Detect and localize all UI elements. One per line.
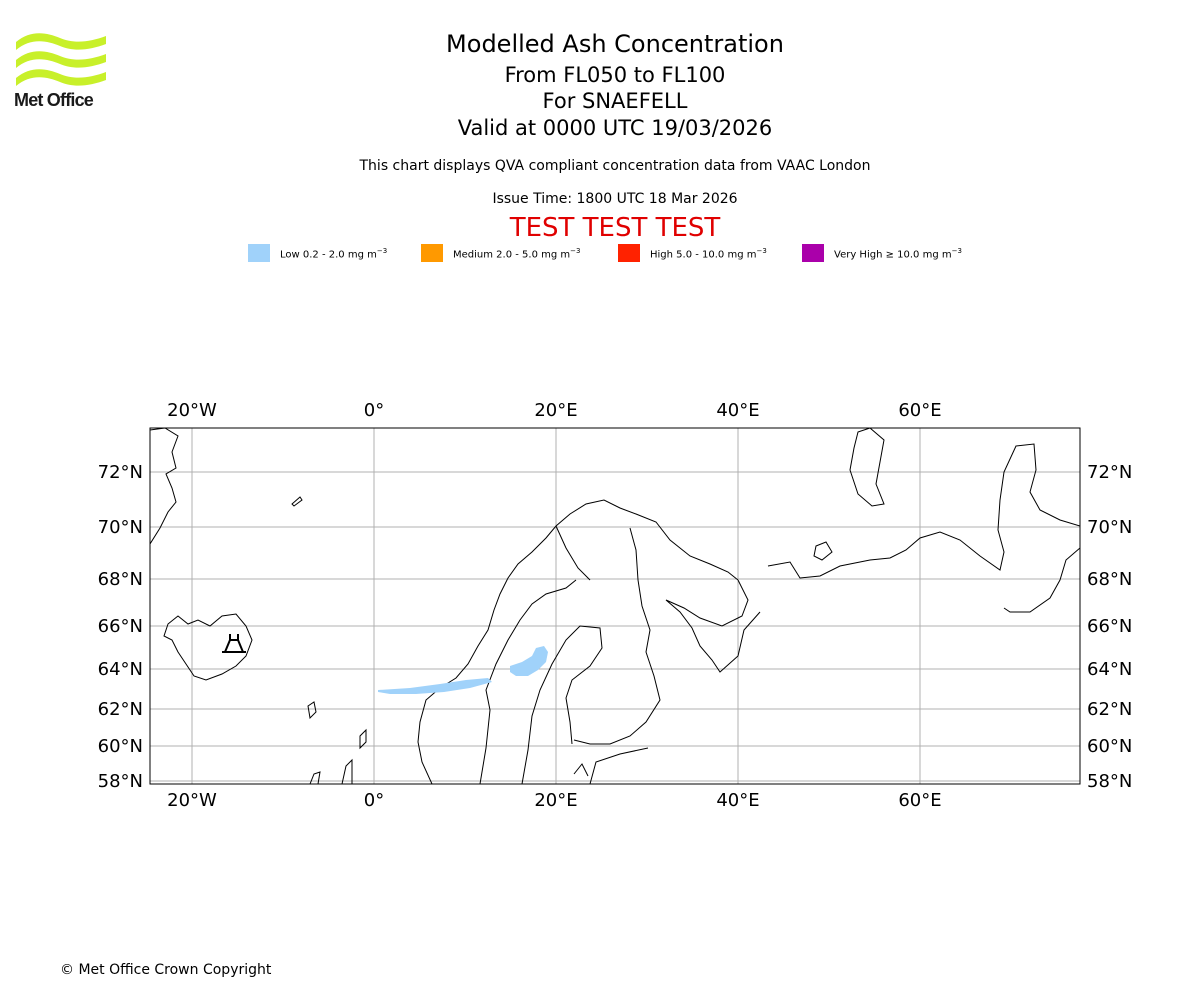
- map-frame: [149, 427, 1081, 785]
- lat-labels-left: 72°N 70°N 68°N 66°N 64°N 62°N 60°N 58°N: [98, 462, 143, 792]
- subtitle: This chart displays QVA compliant concen…: [359, 158, 871, 174]
- orkney-coast: [341, 758, 353, 784]
- norway-coast: [417, 499, 739, 784]
- jan-mayen: [291, 496, 303, 507]
- lat-label-72n-right: 72°N: [1087, 462, 1132, 483]
- lon-label-20e-top: 20°E: [534, 400, 577, 421]
- lon-label-40e-bottom: 40°E: [716, 790, 759, 811]
- legend-label-low: Low 0.2 - 2.0 mg m: [280, 249, 377, 261]
- lon-label-40e-top: 40°E: [716, 400, 759, 421]
- lon-label-0-bottom: 0°: [364, 790, 384, 811]
- lat-label-68n-left: 68°N: [98, 569, 143, 590]
- lon-label-60e-bottom: 60°E: [898, 790, 941, 811]
- lat-label-58n-left: 58°N: [98, 771, 143, 792]
- legend-swatch-low: [248, 244, 270, 262]
- lat-label-68n-right: 68°N: [1087, 569, 1132, 590]
- shetland-islands: [359, 728, 367, 750]
- legend-swatch-high: [618, 244, 640, 262]
- lat-label-60n-right: 60°N: [1087, 736, 1132, 757]
- iceland-coast: [163, 613, 253, 681]
- valid-time: Valid at 0000 UTC 19/03/2026: [457, 116, 773, 140]
- sweden-west: [479, 579, 577, 784]
- faroe-islands: [307, 701, 317, 720]
- lon-labels-bottom: 20°W 0° 20°E 40°E 60°E: [167, 790, 941, 811]
- lon-label-0-top: 0°: [364, 400, 384, 421]
- lat-label-62n-right: 62°N: [1087, 699, 1132, 720]
- lat-label-64n-left: 64°N: [98, 659, 143, 680]
- issue-time: Issue Time: 1800 UTC 18 Mar 2026: [492, 191, 738, 207]
- logo-text: Met Office: [14, 90, 94, 110]
- ash-region-east: [510, 646, 548, 676]
- copyright: © Met Office Crown Copyright: [60, 962, 272, 978]
- legend-swatch-medium: [421, 244, 443, 262]
- greenland-coast: [150, 428, 179, 545]
- yamal-coast: [1003, 547, 1080, 613]
- lon-label-20w-top: 20°W: [167, 400, 217, 421]
- lat-label-60n-left: 60°N: [98, 736, 143, 757]
- lat-label-66n-left: 66°N: [98, 616, 143, 637]
- lat-label-58n-right: 58°N: [1087, 771, 1132, 792]
- coastlines: [150, 428, 1080, 784]
- lat-label-70n-left: 70°N: [98, 517, 143, 538]
- russia-arctic-coast: [767, 443, 1080, 579]
- ash-region-west: [378, 678, 492, 694]
- gulf-bothnia: [521, 625, 603, 784]
- ash-plume-low: [378, 646, 548, 694]
- logo-waves-icon: [16, 33, 106, 86]
- lon-label-20w-bottom: 20°W: [167, 790, 217, 811]
- kolguyev-island: [813, 541, 833, 561]
- flight-levels: From FL050 to FL100: [504, 63, 726, 87]
- baltic-coast: [589, 747, 649, 784]
- white-sea: [665, 579, 761, 673]
- finland-coast: [573, 527, 661, 745]
- gridlines: [150, 428, 1080, 784]
- lon-label-20e-bottom: 20°E: [534, 790, 577, 811]
- lon-label-60e-top: 60°E: [898, 400, 941, 421]
- lat-label-62n-left: 62°N: [98, 699, 143, 720]
- legend-label-very-high: Very High ≥ 10.0 mg m: [834, 249, 952, 261]
- lat-label-66n-right: 66°N: [1087, 616, 1132, 637]
- met-office-logo: Met Office: [14, 30, 109, 112]
- lat-label-72n-left: 72°N: [98, 462, 143, 483]
- novaya-zemlya: [849, 428, 885, 507]
- volcano-name: For SNAEFELL: [542, 89, 688, 113]
- legend-label-medium: Medium 2.0 - 5.0 mg m: [453, 249, 571, 261]
- border-north: [555, 525, 591, 581]
- lat-label-64n-right: 64°N: [1087, 659, 1132, 680]
- lon-labels-top: 20°W 0° 20°E 40°E 60°E: [167, 400, 941, 421]
- gotland: [573, 763, 589, 777]
- lat-label-70n-right: 70°N: [1087, 517, 1132, 538]
- volcano-icon: [222, 634, 246, 653]
- chart-title: Modelled Ash Concentration: [446, 30, 784, 58]
- lat-labels-right: 72°N 70°N 68°N 66°N 64°N 62°N 60°N 58°N: [1087, 462, 1132, 792]
- test-banner: TEST TEST TEST: [509, 213, 721, 243]
- legend-swatch-very-high: [802, 244, 824, 262]
- scotland-coast: [309, 771, 321, 784]
- legend-label-high: High 5.0 - 10.0 mg m: [650, 249, 757, 261]
